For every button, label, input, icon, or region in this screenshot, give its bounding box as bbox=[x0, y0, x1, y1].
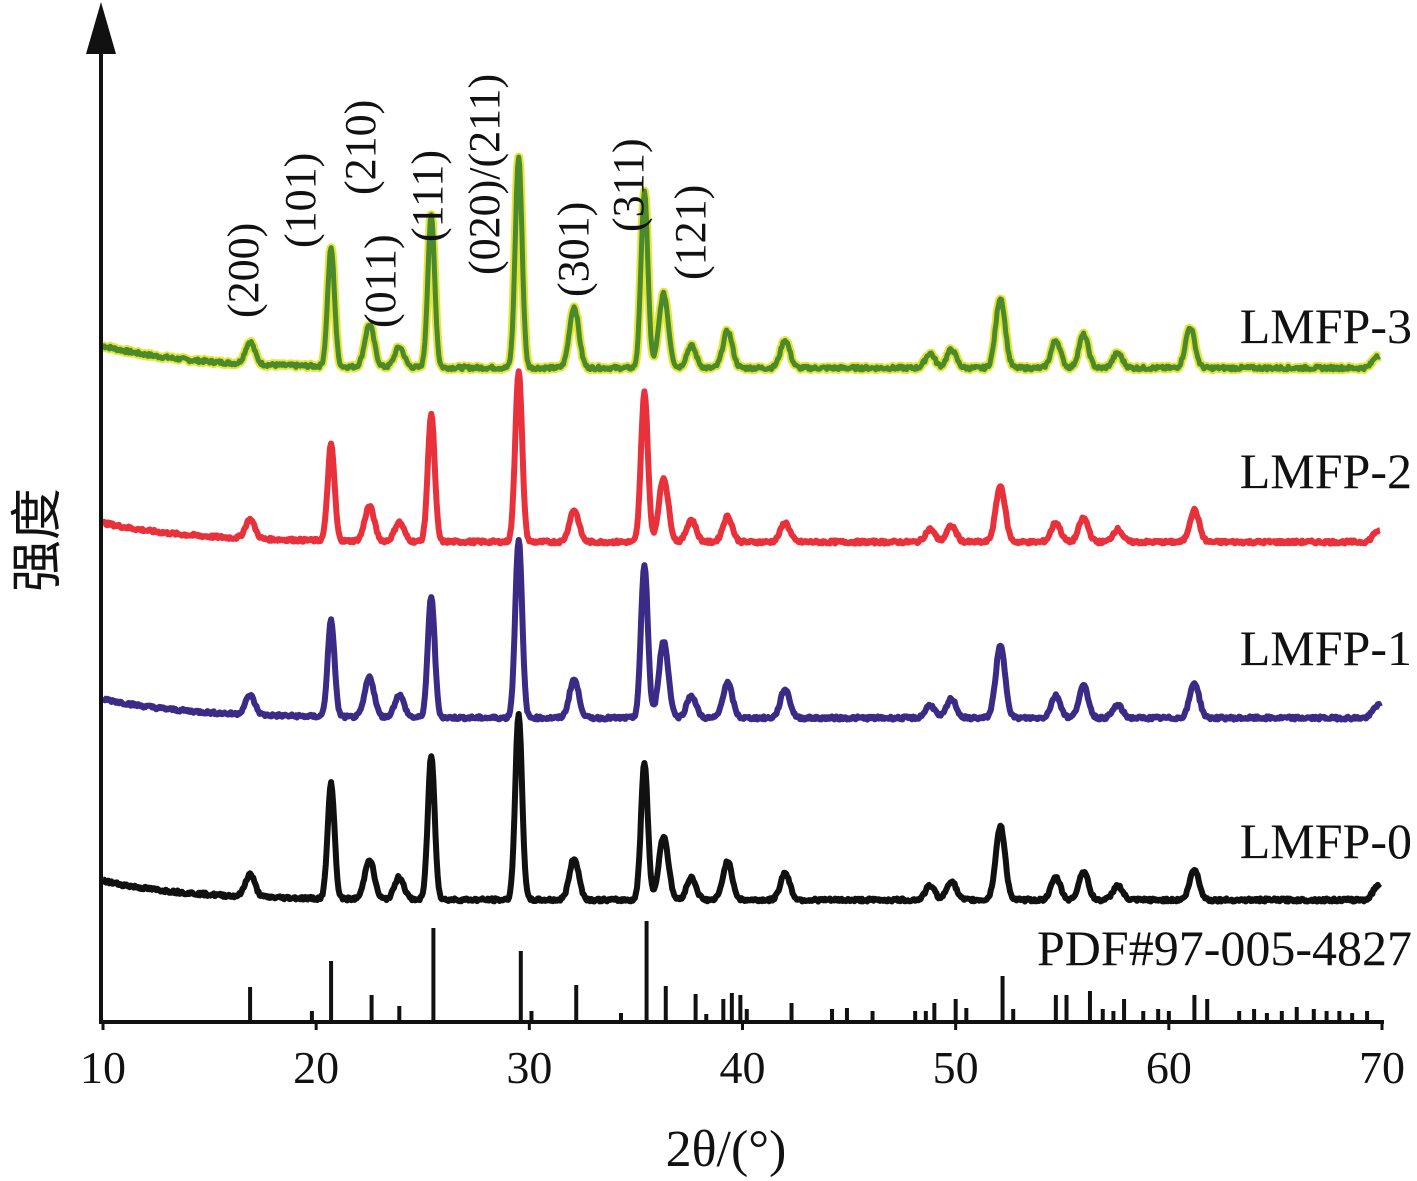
peak-label: (020)/(211) bbox=[460, 74, 509, 275]
x-axis-title: 2θ/(°) bbox=[666, 1121, 787, 1178]
series-line-lmfp-3 bbox=[101, 154, 1382, 373]
peak-label: (121) bbox=[666, 185, 715, 280]
series-line-lmfp-1 bbox=[100, 537, 1383, 723]
reference-label: PDF#97-005-4827 bbox=[1037, 920, 1412, 976]
series-label-lmfp-0: LMFP-0 bbox=[1240, 813, 1412, 869]
peak-label: (210) bbox=[336, 100, 385, 195]
y-axis-arrow bbox=[86, 2, 116, 54]
peak-label: (301) bbox=[549, 202, 598, 297]
peak-label: (011) bbox=[356, 234, 405, 328]
x-tick-label: 60 bbox=[1146, 1042, 1192, 1093]
series-label-lmfp-3: LMFP-3 bbox=[1240, 298, 1412, 354]
series-layer bbox=[99, 152, 1384, 905]
peak-label: (111) bbox=[403, 150, 452, 242]
x-tick-label: 50 bbox=[933, 1042, 979, 1093]
series-label-lmfp-2: LMFP-2 bbox=[1240, 443, 1412, 499]
peak-label: (311) bbox=[604, 138, 653, 232]
x-tick-label: 30 bbox=[506, 1042, 552, 1093]
peak-label: (200) bbox=[219, 223, 268, 318]
x-tick-label: 70 bbox=[1359, 1042, 1405, 1093]
peak-labels: (200)(101) (011) (210) (111) (020)/(211) (301… bbox=[219, 74, 715, 328]
x-tick-label: 10 bbox=[80, 1042, 126, 1093]
series-label-lmfp-1: LMFP-1 bbox=[1240, 620, 1412, 676]
reference-sticks bbox=[248, 921, 1370, 1021]
x-tick-label: 40 bbox=[720, 1042, 766, 1093]
y-axis-title: 强度 bbox=[10, 488, 67, 592]
peak-label: (101) bbox=[276, 153, 325, 248]
x-ticks: 10 20 30 40 50 60 70 bbox=[80, 1022, 1405, 1093]
series-labels: LMFP-3 LMFP-2 LMFP-1 LMFP-0 PDF#97-005-4827 bbox=[1037, 298, 1412, 976]
series-line-lmfp-2 bbox=[101, 368, 1382, 547]
x-tick-label: 20 bbox=[293, 1042, 339, 1093]
series-line-lmfp-0 bbox=[101, 711, 1383, 905]
